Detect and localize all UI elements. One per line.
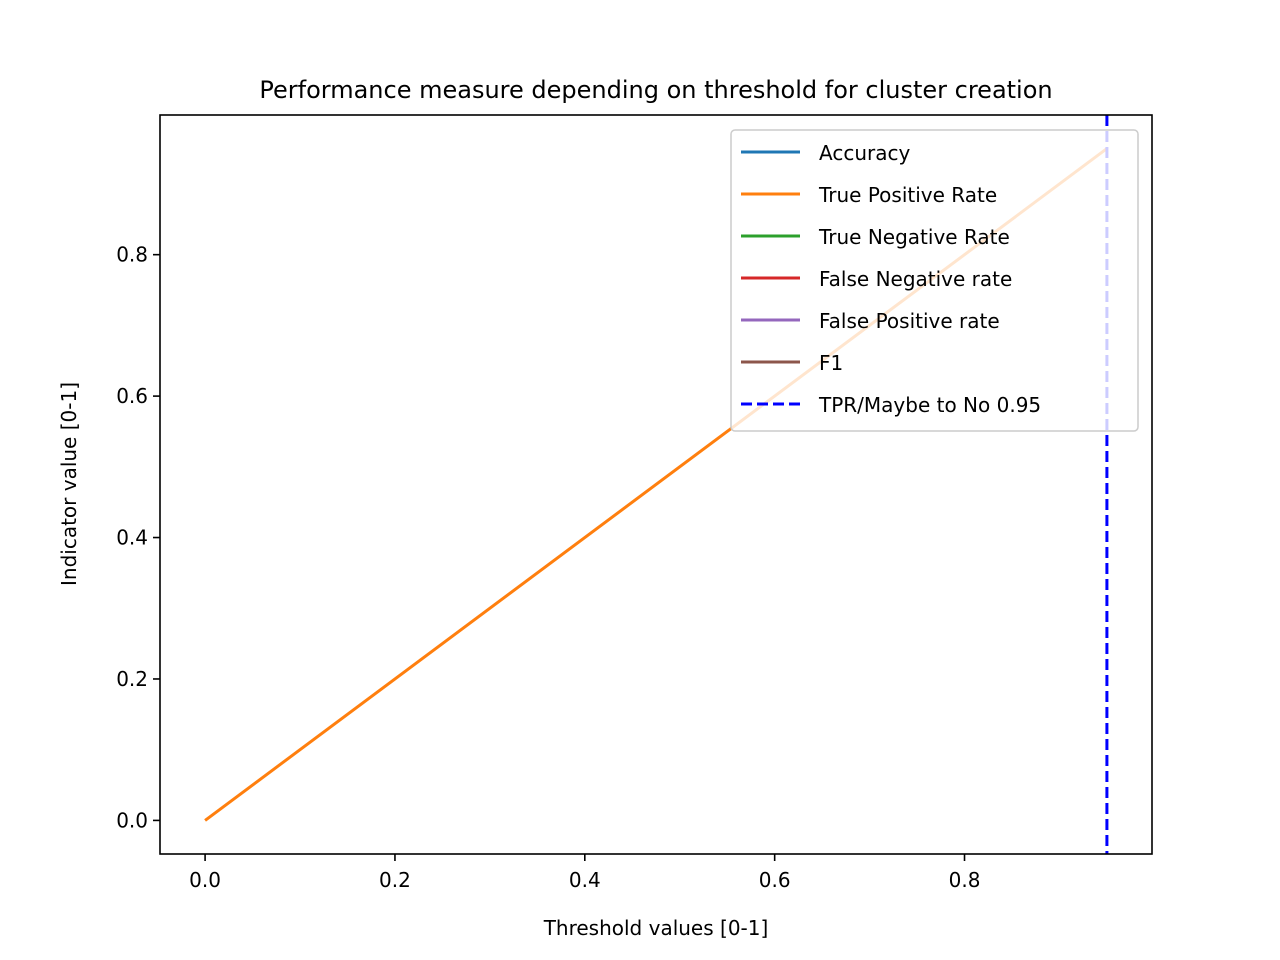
legend-label-false-positive-rate: False Positive rate [819, 309, 1000, 333]
y-axis-ticks: 0.0 0.2 0.4 0.6 0.8 [116, 243, 160, 832]
y-tick-label: 0.0 [116, 808, 148, 832]
y-axis-label: Indicator value [0-1] [57, 382, 81, 586]
legend-label-tpr-maybe-to-no-0-95: TPR/Maybe to No 0.95 [818, 393, 1041, 417]
y-tick-label: 0.8 [116, 243, 148, 267]
axes-frame [159, 114, 1153, 855]
legend-label-accuracy: Accuracy [819, 141, 910, 165]
y-tick-label: 0.2 [116, 667, 148, 691]
legend-frame [730, 129, 1139, 432]
legend-label-f1: F1 [819, 351, 843, 375]
legend-label-true-negative-rate: True Negative Rate [818, 225, 1010, 249]
y-tick-label: 0.4 [116, 526, 148, 550]
x-tick-label: 0.2 [379, 868, 411, 892]
x-tick-label: 0.6 [759, 868, 791, 892]
legend-label-false-negative-rate: False Negative rate [819, 267, 1012, 291]
x-axis-label: Threshold values [0-1] [543, 916, 769, 940]
x-tick-label: 0.0 [189, 868, 221, 892]
x-axis-ticks: 0.0 0.2 0.4 0.6 0.8 [189, 854, 980, 892]
chart-title: Performance measure depending on thresho… [259, 76, 1052, 104]
x-tick-label: 0.4 [569, 868, 601, 892]
y-tick-label: 0.6 [116, 384, 148, 408]
legend-label-true-positive-rate: True Positive Rate [818, 183, 997, 207]
x-tick-label: 0.8 [949, 868, 981, 892]
legend: Accuracy True Positive Rate True Negative … [730, 129, 1139, 432]
